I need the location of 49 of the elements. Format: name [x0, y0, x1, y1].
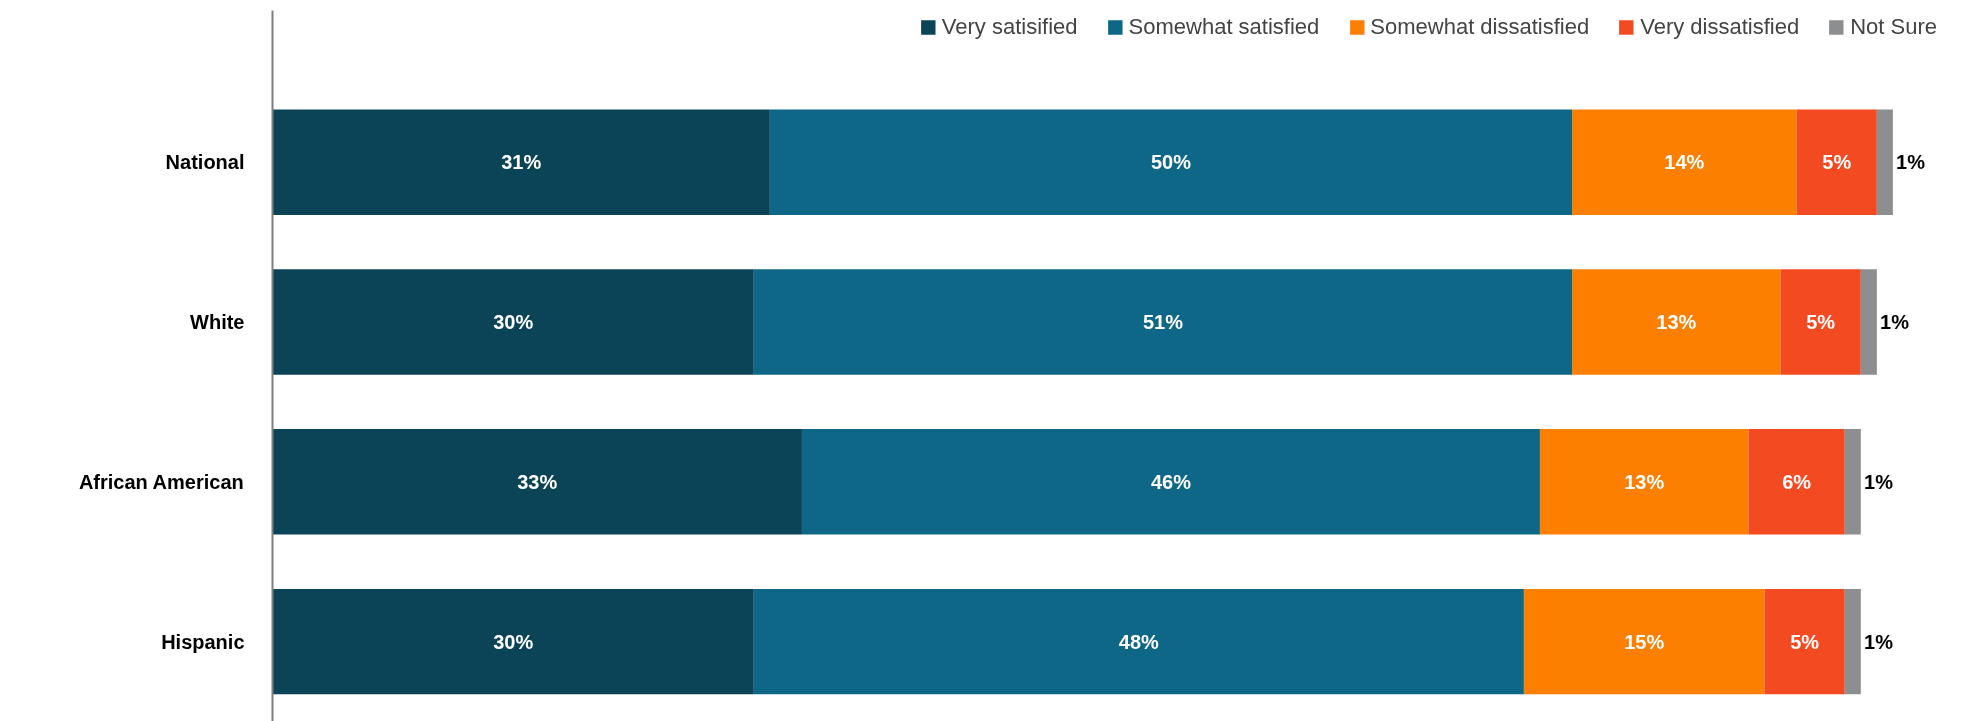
bar [753, 588, 1524, 695]
data-label: 50% [1150, 151, 1192, 174]
data-label: 5% [1822, 151, 1852, 174]
data-label: 31% [501, 151, 542, 174]
data-label: 1% [1864, 630, 1894, 653]
legend-label: Very satisified [941, 14, 1078, 40]
legend-label: Not Sure [1850, 14, 1937, 40]
data-label: 15% [1624, 630, 1665, 653]
legend-label: Very dissatisfied [1640, 14, 1800, 40]
bar [1860, 269, 1877, 375]
legend-label: Somewhat dissatisfied [1370, 14, 1590, 40]
bar [1844, 588, 1861, 695]
data-label: 30% [493, 630, 534, 653]
data-label: 13% [1656, 311, 1697, 334]
data-label: 13% [1624, 470, 1665, 493]
y-tick-label: African American [78, 470, 244, 493]
bar [272, 429, 802, 535]
data-label: 51% [1142, 311, 1184, 334]
bar [1796, 109, 1877, 216]
bar [1539, 429, 1749, 535]
data-label: 1% [1896, 151, 1926, 174]
data-label: 6% [1782, 470, 1812, 493]
data-label: 1% [1864, 470, 1894, 493]
data-label: 1% [1880, 311, 1910, 334]
bar [1876, 109, 1893, 216]
bar [1523, 588, 1765, 695]
y-tick-label: National [165, 151, 245, 174]
bar [1764, 588, 1845, 695]
y-tick-label: Hispanic [161, 630, 245, 653]
data-label: 46% [1150, 470, 1192, 493]
data-label: 5% [1806, 311, 1836, 334]
legend-label: Somewhat satisfied [1128, 14, 1320, 40]
bar [272, 588, 754, 695]
bar [801, 429, 1540, 535]
bar [1572, 269, 1781, 375]
bar [1780, 269, 1861, 375]
bar [1748, 429, 1845, 535]
bar [272, 109, 770, 216]
bar [1844, 429, 1861, 535]
data-label: 30% [493, 311, 534, 334]
bar [1572, 109, 1797, 216]
bar [753, 269, 1573, 375]
data-label: 5% [1790, 630, 1820, 653]
data-label: 48% [1118, 630, 1160, 653]
data-label: 33% [517, 470, 558, 493]
data-label: 14% [1664, 151, 1705, 174]
bar [272, 269, 754, 375]
y-tick-label: White [190, 311, 245, 334]
bar [769, 109, 1573, 216]
